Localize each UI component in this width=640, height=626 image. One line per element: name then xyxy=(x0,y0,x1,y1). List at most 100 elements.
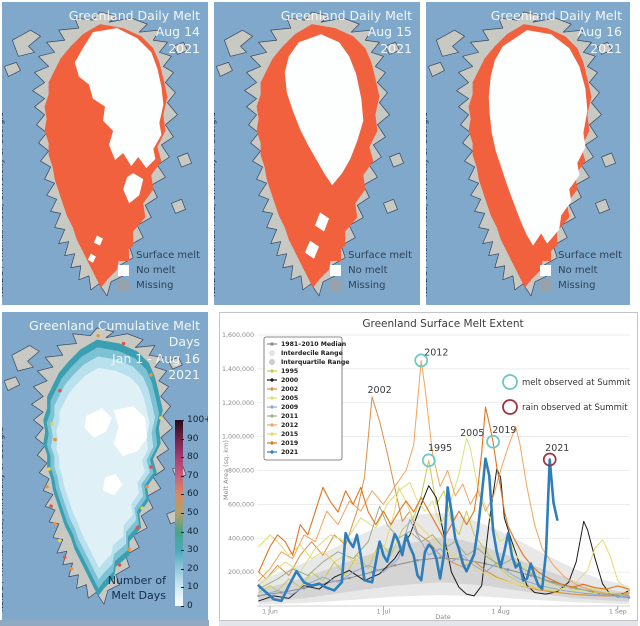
legend-item-1995: 1995 xyxy=(281,368,298,375)
legend-item-2021: 2021 xyxy=(281,449,298,456)
colorbar-tick-label: 20 xyxy=(187,563,199,574)
y-tick-label: 1,000,000 xyxy=(222,434,254,441)
daily-melt-panel-aug16: Greenland Daily Melt Aug 16 2021 NSIDC /… xyxy=(426,2,630,305)
no-melt-label: No melt xyxy=(348,265,388,276)
surface-melt-label: Surface melt xyxy=(348,250,412,261)
colorbar-tick-label: 30 xyxy=(187,545,199,556)
annotation-1995: 1995 xyxy=(428,443,452,454)
colorbar-tick-mark xyxy=(181,568,184,570)
colorbar-tick-label: 10 xyxy=(187,582,199,593)
x-tick-label: 1 Jul xyxy=(377,609,391,616)
map-year: 2021 xyxy=(590,40,622,56)
colorbar-label-line2: Melt Days xyxy=(111,589,166,603)
legend-item-Interdecile-Range: Interdecile Range xyxy=(281,350,343,357)
cumulative-melt-days-panel: Greenland Cumulative Melt Days Jan 1 - A… xyxy=(2,312,208,620)
colorbar-tick-mark xyxy=(181,475,184,477)
rain-legend-label: rain observed at Summit xyxy=(522,403,628,413)
legend-row-no-melt: No melt xyxy=(330,265,412,276)
credit-text: NSIDC / Thomas Mote, University of Georg… xyxy=(2,426,5,612)
annotation-2002: 2002 xyxy=(368,385,392,396)
colorbar-tick-label: 90 xyxy=(187,433,199,444)
colorbar-tick-mark xyxy=(181,457,184,459)
x-tick-label: 1 Jun xyxy=(262,609,278,616)
greenland-daily-melt-map-aug16 xyxy=(428,11,617,297)
colorbar-tick-label: 50 xyxy=(187,508,199,518)
colorbar-tick-mark xyxy=(181,550,184,552)
high-melt-margin-specks xyxy=(45,333,163,571)
no-melt-area xyxy=(284,34,364,259)
missing-swatch xyxy=(118,280,130,291)
legend-row-no-melt: No melt xyxy=(118,265,200,276)
map-title-line: Greenland Cumulative Melt Days xyxy=(29,318,200,350)
melt-days-colorbar xyxy=(175,420,183,606)
missing-label: Missing xyxy=(136,280,174,291)
legend-row-surface-melt: Surface melt xyxy=(330,250,412,261)
legend-row-no-melt: No melt xyxy=(540,265,622,276)
credit-text: NSIDC / Thomas Mote, University of Georg… xyxy=(214,111,217,297)
missing-swatch xyxy=(540,280,552,291)
legend-row-missing: Missing xyxy=(118,280,200,291)
surface-melt-swatch xyxy=(118,250,130,261)
no-melt-label: No melt xyxy=(136,265,176,276)
series-line-2000 xyxy=(258,468,630,602)
band-interquartile-range xyxy=(258,537,630,603)
no-melt-area xyxy=(74,28,164,263)
colorbar-tick-mark xyxy=(181,531,184,533)
y-tick-label: 1,600,000 xyxy=(222,332,254,339)
melt-legend: Surface melt No melt Missing xyxy=(540,246,622,291)
legend-row-surface-melt: Surface melt xyxy=(118,250,200,261)
annotation-2005: 2005 xyxy=(460,428,484,439)
missing-label: Missing xyxy=(348,280,386,291)
legend-item-2005: 2005 xyxy=(281,395,298,402)
annotation-2019: 2019 xyxy=(492,425,516,436)
no-melt-swatch xyxy=(118,265,130,276)
melt-legend: Surface melt No melt Missing xyxy=(330,246,412,291)
x-axis-label: Date xyxy=(435,613,451,620)
surface-melt-swatch xyxy=(330,250,342,261)
melt-summit-marker-2012 xyxy=(414,353,429,368)
colorbar-tick-label: 70 xyxy=(187,470,199,481)
legend-item-2019: 2019 xyxy=(281,440,298,447)
y-tick-label: 400,000 xyxy=(228,535,254,542)
colorbar-tick-mark xyxy=(181,438,184,440)
colorbar-tick-label: 40 xyxy=(187,526,199,537)
greenland-daily-melt-map-aug15 xyxy=(216,11,405,297)
y-axis-label: Melt Area (sq. km) xyxy=(222,440,230,500)
melt-extent-chart-svg: 200,000 400,000 600,000 800,000 1,000,000 1,2… xyxy=(222,318,631,621)
surface-melt-label: Surface melt xyxy=(136,250,200,261)
melt-legend-label: melt observed at Summit xyxy=(522,378,631,388)
series-line-2012 xyxy=(258,359,630,595)
greenland-daily-melt-map-aug14 xyxy=(4,11,193,297)
bottom-strip-left xyxy=(0,620,209,626)
map-date: Aug 16 xyxy=(577,24,622,40)
zero-melt-area xyxy=(84,406,148,496)
chart-title: Greenland Surface Melt Extent xyxy=(362,318,523,330)
colorbar-tick-mark xyxy=(181,420,184,421)
map-year: 2021 xyxy=(168,366,200,382)
series-line-2015 xyxy=(258,486,630,593)
series-line-2021 xyxy=(257,457,559,603)
colorbar-ticks: 100+ 90 80 70 60 50 40 30 20 10 0 xyxy=(181,416,208,611)
map-year: 2021 xyxy=(168,40,200,56)
rain-legend-marker xyxy=(502,399,518,415)
legend-item-2002: 2002 xyxy=(281,386,298,393)
no-melt-swatch xyxy=(330,265,342,276)
surface-melt-label: Surface melt xyxy=(558,250,622,261)
map-date-range: Jan 1 - Aug 16 xyxy=(112,350,200,366)
legend-item-2015: 2015 xyxy=(281,431,298,438)
chart-legend-box xyxy=(263,336,343,461)
x-tick-label: 1 Sep xyxy=(609,609,627,616)
colorbar-tick-mark xyxy=(181,606,184,607)
colorbar-tick-label: 100+ xyxy=(187,415,208,425)
colorbar-label-line1: Number of xyxy=(107,574,166,588)
colorbar-tick-label: 60 xyxy=(187,489,199,500)
map-title: Greenland Cumulative Melt Days Jan 1 - A… xyxy=(2,318,200,383)
no-melt-swatch xyxy=(540,265,552,276)
melt-summit-marker-2019 xyxy=(486,434,500,449)
map-title: Greenland Daily Melt Aug 16 2021 xyxy=(491,8,622,57)
legend-row-missing: Missing xyxy=(540,280,622,291)
y-tick-label: 1,400,000 xyxy=(222,366,254,373)
map-title-line: Greenland Daily Melt xyxy=(68,8,200,23)
colorbar-tick-label: 80 xyxy=(187,452,199,463)
